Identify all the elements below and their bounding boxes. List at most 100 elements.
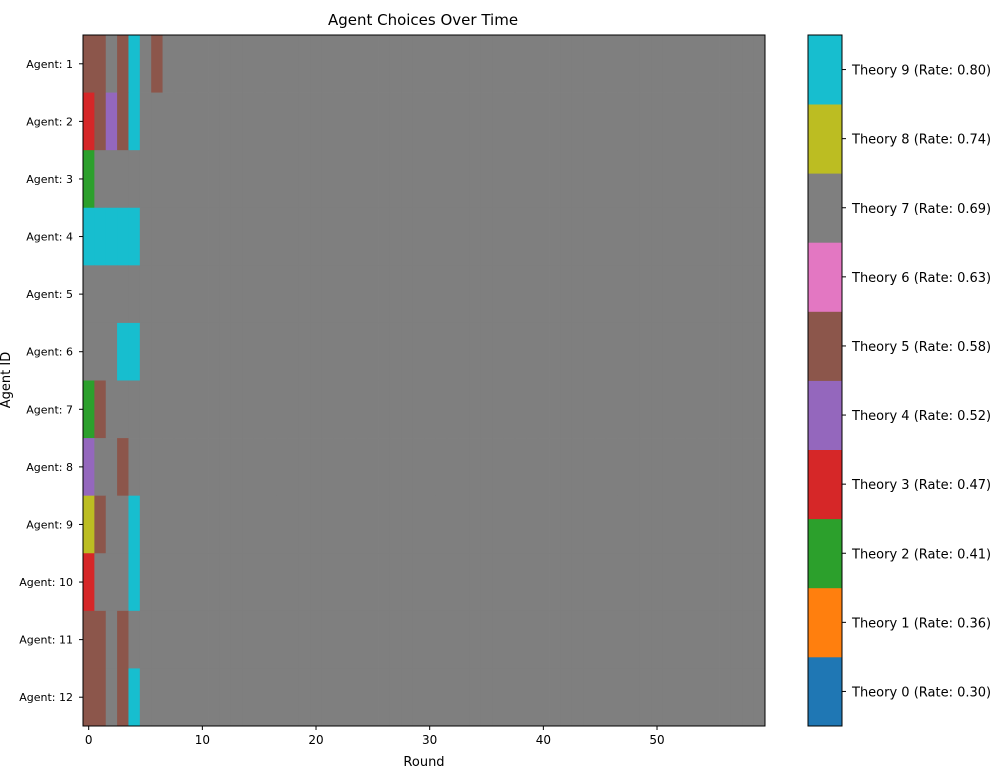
heatmap-cell: [537, 668, 550, 727]
heatmap-cell: [230, 150, 243, 209]
heatmap-cell: [412, 610, 425, 669]
heatmap-cell: [139, 495, 152, 554]
heatmap-cell: [617, 207, 629, 266]
heatmap-cell: [208, 265, 220, 324]
heatmap-cell: [435, 668, 448, 727]
heatmap-cell: [469, 322, 482, 381]
heatmap-cell: [276, 207, 288, 266]
heatmap-cell: [389, 322, 402, 381]
heatmap-cell: [344, 92, 357, 151]
heatmap-cell: [492, 265, 504, 324]
heatmap-cell: [537, 265, 550, 324]
heatmap-cell: [560, 438, 573, 497]
heatmap-cell: [605, 265, 618, 324]
heatmap-cell: [446, 207, 459, 266]
heatmap-cell: [571, 495, 584, 554]
heatmap-cell: [617, 92, 629, 151]
heatmap-cell: [287, 610, 300, 669]
heatmap-cell: [696, 322, 709, 381]
heatmap-cell: [83, 380, 95, 439]
heatmap-cell: [333, 495, 345, 554]
heatmap-cell: [242, 150, 254, 209]
heatmap-cell: [196, 380, 209, 439]
heatmap-cell: [730, 150, 743, 209]
heatmap-cell: [83, 668, 95, 727]
heatmap-cell: [378, 322, 391, 381]
heatmap-cell: [94, 495, 107, 554]
heatmap-cell: [94, 35, 107, 93]
heatmap-cell: [83, 322, 95, 381]
heatmap-cell: [560, 322, 573, 381]
heatmap-cell: [389, 668, 402, 727]
heatmap-cell: [639, 553, 652, 612]
heatmap-cell: [480, 150, 493, 209]
heatmap-cell: [605, 35, 618, 93]
heatmap-cell: [151, 495, 163, 554]
heatmap-cell: [753, 380, 766, 439]
heatmap-cell: [662, 35, 675, 93]
heatmap-cell: [367, 668, 379, 727]
heatmap-cell: [117, 150, 129, 209]
heatmap-cell: [526, 322, 539, 381]
heatmap-cell: [401, 610, 414, 669]
heatmap-cell: [719, 92, 732, 151]
heatmap-cell: [94, 553, 107, 612]
heatmap-cell: [242, 380, 254, 439]
heatmap-cell: [674, 668, 686, 727]
heatmap-cell: [298, 207, 311, 266]
heatmap-cell: [128, 668, 141, 727]
heatmap-cell: [321, 265, 334, 324]
heatmap-cell: [83, 610, 95, 669]
heatmap-cell: [708, 668, 720, 727]
heatmap-cell: [151, 380, 163, 439]
heatmap-cell: [219, 265, 232, 324]
heatmap-cell: [139, 610, 152, 669]
heatmap-cell: [344, 668, 357, 727]
heatmap-cell: [264, 610, 277, 669]
heatmap-cell: [685, 553, 698, 612]
heatmap-cell: [298, 150, 311, 209]
heatmap-cell: [276, 380, 288, 439]
heatmap-cell: [458, 438, 470, 497]
heatmap-cell: [458, 322, 470, 381]
heatmap-cell: [344, 35, 357, 93]
heatmap-cell: [151, 150, 163, 209]
heatmap-cell: [162, 553, 175, 612]
heatmap-cell: [685, 495, 698, 554]
heatmap-cell: [94, 438, 107, 497]
heatmap-cell: [151, 207, 163, 266]
colorbar-tick-label: Theory 2 (Rate: 0.41): [851, 547, 991, 562]
heatmap-cell: [719, 668, 732, 727]
heatmap-cell: [424, 207, 436, 266]
colorbar-ticks: Theory 0 (Rate: 0.30) Theory 1 (Rate: 0.3…: [842, 64, 991, 700]
heatmap-cell: [480, 668, 493, 727]
heatmap-cell: [469, 380, 482, 439]
heatmap-cell: [139, 380, 152, 439]
heatmap-cell: [355, 35, 368, 93]
heatmap-cell: [549, 610, 561, 669]
heatmap-cell: [276, 150, 288, 209]
heatmap-cell: [185, 495, 198, 554]
heatmap-cell: [662, 322, 675, 381]
heatmap-cell: [446, 265, 459, 324]
heatmap-cell: [708, 35, 720, 93]
heatmap-cell: [253, 35, 266, 93]
heatmap-cell: [173, 35, 186, 93]
heatmap-cell: [605, 92, 618, 151]
heatmap-cell: [696, 495, 709, 554]
heatmap-cell: [639, 380, 652, 439]
heatmap-cell: [696, 92, 709, 151]
heatmap-cell: [208, 495, 220, 554]
heatmap-cell: [526, 668, 539, 727]
heatmap-cell: [560, 668, 573, 727]
heatmap-cell: [639, 265, 652, 324]
heatmap-cell: [310, 92, 323, 151]
heatmap-cell: [196, 553, 209, 612]
heatmap-cell: [503, 495, 516, 554]
heatmap-cell: [571, 265, 584, 324]
heatmap-cell: [708, 265, 720, 324]
heatmap-cell: [298, 495, 311, 554]
heatmap-cell: [162, 322, 175, 381]
heatmap-cell: [708, 150, 720, 209]
heatmap-cell: [628, 438, 641, 497]
